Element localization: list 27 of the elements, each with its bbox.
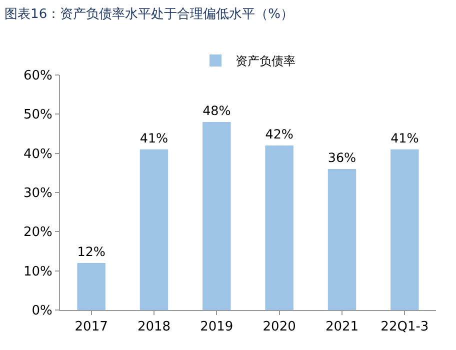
x-tick-label: 2019 (200, 320, 234, 335)
chart-title: 图表16：资产负债率水平处于合理偏低水平（%） (4, 6, 294, 22)
y-tick-label: 30% (23, 186, 52, 202)
y-tick-label: 60% (23, 68, 52, 84)
y-tick-label: 20% (23, 225, 52, 240)
text: 41% (390, 130, 419, 146)
x-tick-label: 2021 (325, 320, 359, 335)
bar (202, 122, 231, 310)
text: 41% (140, 130, 168, 146)
bar (328, 169, 356, 310)
x-tick-label: 2018 (137, 320, 171, 335)
bar (390, 149, 419, 310)
x-tick-label: 22Q1-3 (380, 320, 429, 335)
text: 48% (202, 103, 231, 118)
text: 42% (265, 126, 294, 142)
x-tick-label: 2020 (262, 320, 296, 335)
y-tick-label: 40% (23, 146, 52, 162)
x-tick-label: 2017 (74, 320, 108, 335)
y-tick-label: 0% (32, 304, 52, 319)
text: 12% (77, 244, 106, 260)
bar (77, 263, 106, 310)
text: 36% (328, 150, 356, 166)
y-tick-label: 50% (23, 108, 52, 123)
bar (140, 149, 168, 310)
legend-label: 资产负债率 (236, 54, 296, 68)
bar (265, 146, 294, 310)
y-tick-label: 10% (23, 264, 52, 280)
